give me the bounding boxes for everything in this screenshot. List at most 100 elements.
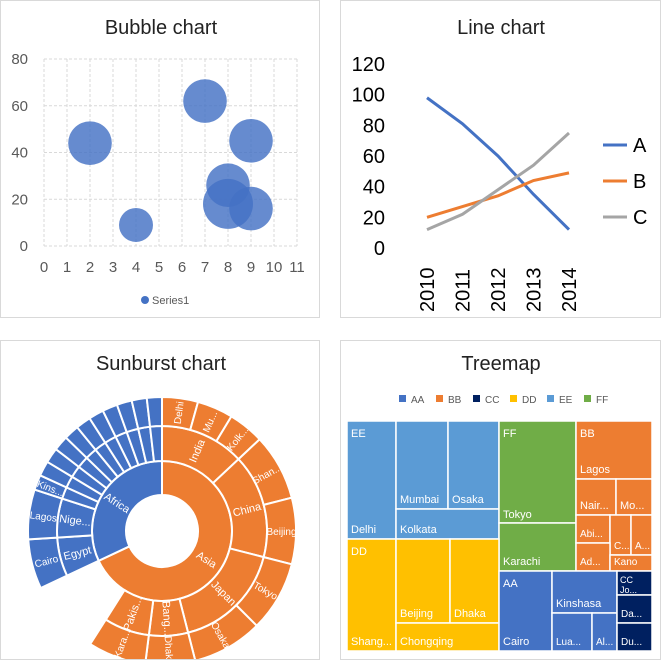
treemap-label: Ad... [580,557,601,568]
sunburst-chart-panel: Sunburst chart Asia India Delhi Mu... Kolk..… [0,340,320,664]
treemap-cell [551,570,618,614]
sunburst-label: Beijing [266,527,296,538]
bubble-x-tick: 10 [266,259,283,276]
treemap-label: Shang... [351,636,392,648]
line-y-tick: 40 [363,177,385,199]
treemap-chart-panel: Treemap AA BB CC DD EE FF EE Delhi Mumbai Osaka Ko… [340,340,661,660]
treemap-label: Da... [621,609,642,620]
line-y-tick: 20 [363,207,385,229]
bubble-point [229,186,273,231]
sunburst-label: Lagos [29,510,57,524]
line-series-A [426,96,571,231]
bubble-chart: Bubble chart 0 1 2 3 4 5 6 7 8 9 10 11020406080Seri… [11,17,304,307]
sunburst-label: Delhi [173,401,187,425]
treemap-label: Nair... [580,500,609,512]
treemap-cell [591,612,618,652]
treemap-cell [575,542,611,572]
treemap-legend-label: DD [522,395,536,406]
bubble-point [229,119,273,163]
treemap-legend-marker [399,395,406,402]
bubble-point [68,121,112,165]
bubble-x-tick: 1 [63,259,71,276]
treemap-legend-marker [510,395,517,402]
line-y-tick: 120 [352,54,385,76]
line-x-tick: 2013 [524,268,546,313]
line-chart-panel: Line chart 0 20 40 60 80 100 120 2010 2011 2012 20… [340,0,661,318]
treemap-label: Lagos [580,464,610,476]
bubble-x-tick: 5 [155,259,163,276]
treemap-label: Abi... [580,529,603,540]
treemap-label: CC [620,575,633,585]
bubble-x-tick: 0 [40,259,48,276]
treemap-label: Lua... [556,637,581,648]
bubble-point [183,79,227,123]
line-x-tick: 2010 [417,268,439,313]
sunburst-label: Nige... [59,513,92,529]
treemap-label: Chongqing [400,636,453,648]
bubble-x-tick: 8 [224,259,232,276]
treemap-cell [616,622,653,652]
bubble-x-tick: 6 [178,259,186,276]
bubble-y-tick: 80 [11,51,28,68]
treemap-label: Kano [614,557,638,568]
bubble-x-tick: 3 [109,259,117,276]
treemap-legend-label: EE [559,395,573,406]
bubble-legend-marker [141,296,149,304]
bubble-chart-panel: Bubble chart 0 1 2 3 4 5 6 7 8 9 10 11 0 20 40 60 80 Seri… [0,0,320,318]
sunburst-segment [145,395,163,428]
sunburst-label: Dhaka [162,636,175,659]
treemap-group-cc [616,570,653,596]
bubble-y-tick: 60 [11,98,28,115]
treemap-label: Kolkata [400,524,438,536]
line-chart: Line chart 0 20 40 60 80 100 120 2010 2011 2012 20… [352,17,648,313]
bubble-x-tick: 7 [201,259,209,276]
treemap-legend-label: BB [448,395,462,406]
treemap-label: Du... [621,637,642,648]
treemap-label: DD [351,546,367,558]
treemap-group-dd [346,538,397,652]
line-y-tick: 0 [374,238,385,260]
treemap-cell [447,420,500,510]
sunburst-label: Bang... [159,601,173,637]
line-legend-label: B [633,171,646,193]
line-y-tick: 60 [363,146,385,168]
line-x-tick: 2011 [453,269,475,312]
treemap-legend-marker [584,395,591,402]
bubble-y-tick: 0 [20,238,28,255]
treemap-label: A... [635,541,650,552]
treemap-chart-title: Treemap [461,353,540,375]
treemap-cell [395,508,500,540]
treemap-label: FF [503,428,517,440]
treemap-cell [395,420,449,510]
treemap-label: Tokyo [503,509,532,521]
treemap-cell [616,594,653,624]
line-legend-label: C [633,207,647,229]
treemap-cell [395,622,500,652]
treemap-label: Cairo [503,636,529,648]
bubble-chart-title: Bubble chart [105,17,218,39]
bubble-point [119,207,153,242]
treemap-cell [551,612,593,652]
treemap-label: Mumbai [400,494,439,506]
line-y-tick: 100 [352,85,385,107]
treemap-label: Al... [596,637,613,648]
line-series-B [426,171,570,219]
treemap-legend-marker [547,395,554,402]
treemap-legend-label: FF [596,395,608,406]
treemap-label: AA [503,578,518,590]
treemap-label: BB [580,428,595,440]
line-x-tick: 2014 [559,268,581,313]
bubble-y-tick: 20 [11,191,28,208]
treemap-legend-label: CC [485,395,499,406]
treemap-label: Kinshasa [556,598,602,610]
bubble-y-tick: 40 [11,145,28,162]
line-chart-title: Line chart [457,17,545,39]
bubble-x-tick: 9 [247,259,255,276]
treemap-legend-marker [473,395,480,402]
treemap-label: Osaka [452,494,485,506]
treemap-label: EE [351,428,366,440]
treemap-legend-label: AA [411,395,425,406]
treemap-label: Delhi [351,524,376,536]
line-y-tick: 80 [363,115,385,137]
